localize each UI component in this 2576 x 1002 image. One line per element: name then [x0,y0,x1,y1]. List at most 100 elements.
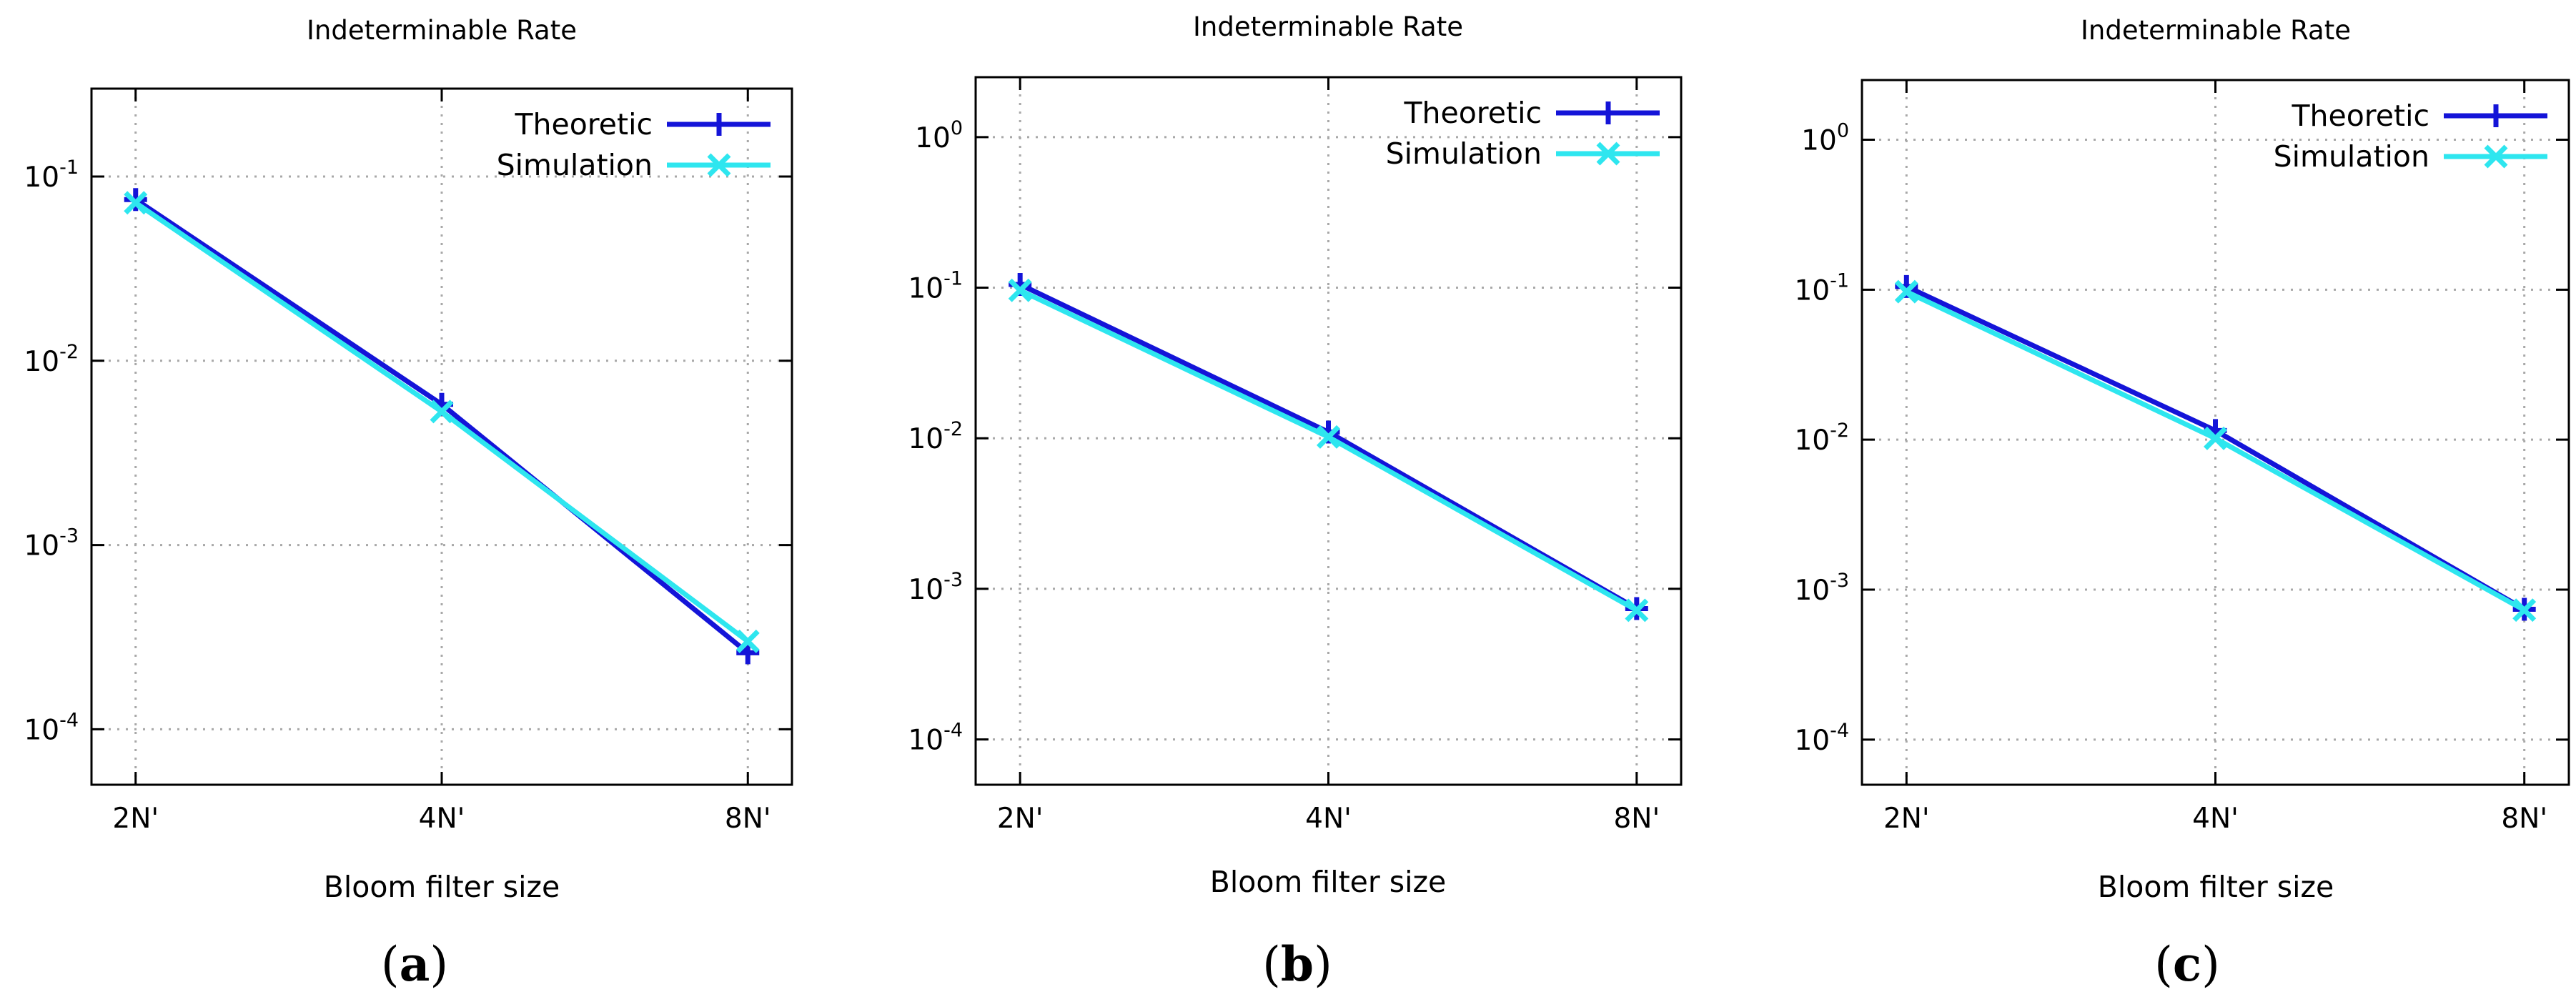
x-marker-b [1317,425,1340,449]
data-point-simulation [1008,278,1032,302]
data-point-theoretic [736,641,760,665]
data-point-simulation [1625,598,1649,622]
y-tick-base: 10 [24,162,59,194]
panel-caption: (b) [1262,936,1332,992]
legend-label-theoretic: Theoretic [2291,99,2429,133]
caption-letter: c [2173,936,2201,992]
y-tick-exponent: -4 [943,720,963,742]
x-tick-label: 8N' [2501,803,2547,835]
caption-letter: a [400,936,430,992]
x-marker-b [2484,144,2508,169]
x-marker-b [735,629,760,653]
y-tick-label: 10-4 [1794,720,1849,757]
legend-label-simulation: Simulation [497,148,653,182]
y-tick-label: 10-1 [24,157,79,194]
legend-label-simulation: Simulation [2274,139,2429,174]
y-tick-exponent: -2 [1830,420,1849,442]
x-marker-b [124,191,148,215]
y-tick-base: 10 [908,574,943,606]
y-tick-base: 10 [1794,575,1830,607]
legend-marker-simulation [2484,144,2508,169]
legend: Theoretic Simulation [1386,96,1660,171]
y-tick-base: 10 [915,122,951,154]
legend-marker-theoretic [1597,101,1620,124]
x-marker-b [430,400,454,424]
x-axis-label: Bloom filter size [324,870,560,904]
legend-marker-theoretic [708,113,730,136]
y-tick-base: 10 [1794,425,1830,457]
y-tick-exponent: 0 [951,117,963,139]
x-marker-b [1596,142,1620,166]
x-tick-label: 2N' [112,803,159,835]
x-marker-b [1894,279,1918,304]
y-tick-label: 10-1 [1794,269,1849,307]
caption-letter: b [1281,936,1314,992]
legend-marker-simulation [1596,142,1620,166]
y-tick-exponent: -1 [943,268,963,290]
legend-label-theoretic: Theoretic [1403,96,1542,130]
y-tick-label: 10-3 [908,569,963,606]
y-tick-exponent: -3 [59,525,79,547]
legend-label-simulation: Simulation [1386,137,1542,171]
x-marker-b [2204,426,2227,450]
chart-title: Indeterminable Rate [2081,15,2351,46]
panel-caption: (a) [381,936,448,992]
y-tick-exponent: -1 [59,157,79,179]
x-tick-label: 2N' [997,803,1044,835]
y-tick-label: 10-4 [24,709,79,746]
y-tick-exponent: 0 [1837,120,1849,142]
x-tick-label: 2N' [1883,803,1930,835]
y-tick-label: 10-2 [1794,420,1849,457]
x-axis-label: Bloom filter size [1210,865,1447,899]
y-tick-base: 10 [1794,274,1830,307]
y-tick-exponent: -1 [1830,269,1849,292]
y-tick-base: 10 [908,423,943,455]
x-axis-label: Bloom filter size [2098,870,2334,904]
data-point-simulation [1317,425,1340,449]
caption-open-paren: ( [381,937,400,992]
y-tick-base: 10 [908,725,943,757]
y-tick-label: 100 [1801,120,1849,157]
caption-close-paren: ) [1314,937,1332,992]
chart-title: Indeterminable Rate [307,15,577,46]
x-tick-label: 4N' [2192,803,2239,835]
caption-close-paren: ) [2201,937,2220,992]
x-tick-label: 8N' [725,803,771,835]
x-tick-label: 8N' [1613,803,1660,835]
y-tick-label: 100 [915,117,963,154]
legend-label-theoretic: Theoretic [514,107,653,142]
y-tick-exponent: -4 [59,709,79,731]
y-tick-exponent: -2 [59,341,79,363]
caption-open-paren: ( [2154,937,2173,992]
legend: Theoretic Simulation [497,107,771,182]
data-point-simulation [124,191,148,215]
y-tick-label: 10-3 [1794,570,1849,607]
x-tick-label: 4N' [419,803,465,835]
x-marker-b [1625,598,1649,622]
y-tick-label: 10-2 [908,418,963,455]
caption-open-paren: ( [1262,937,1281,992]
y-tick-base: 10 [1801,125,1837,157]
y-tick-exponent: -4 [1830,720,1849,742]
x-marker-b [707,153,731,177]
legend: Theoretic Simulation [2274,99,2547,174]
y-tick-label: 10-3 [24,525,79,562]
y-tick-base: 10 [24,530,59,562]
legend-marker-simulation [707,153,731,177]
data-point-simulation [430,400,454,424]
series-line-simulation [1019,288,1638,613]
x-tick-label: 4N' [1305,803,1352,835]
legend-marker-theoretic [2485,104,2507,127]
y-tick-base: 10 [908,273,943,305]
x-marker-b [2512,598,2537,622]
y-tick-base: 10 [24,346,59,378]
y-tick-label: 10-1 [908,268,963,305]
y-tick-exponent: -3 [943,569,963,591]
data-point-simulation [2512,598,2537,622]
data-point-simulation [2204,426,2227,450]
data-point-simulation [1894,279,1918,304]
data-point-simulation [735,629,760,653]
panel-caption: (c) [2154,936,2220,992]
